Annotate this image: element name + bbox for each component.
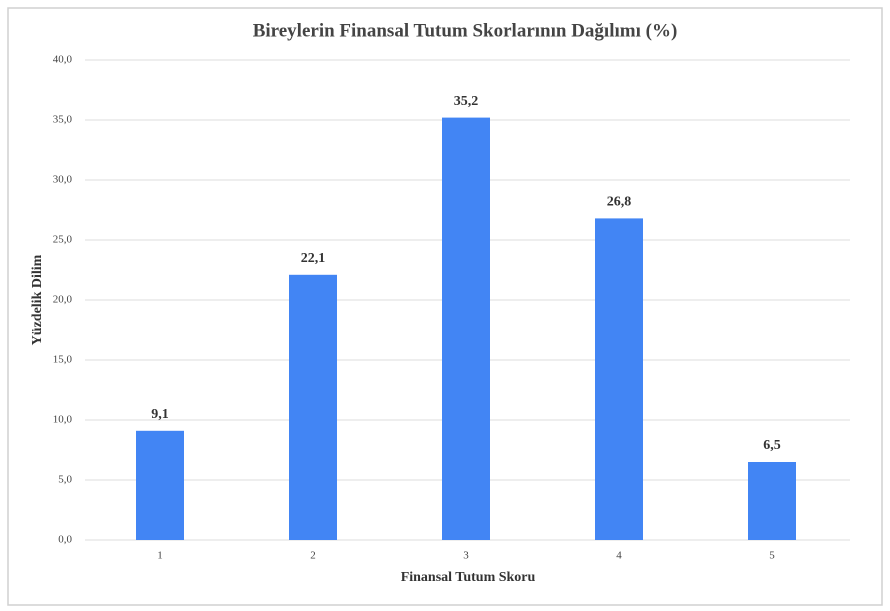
y-axis-label: Yüzdelik Dilim: [30, 254, 45, 345]
x-tick-label: 2: [310, 550, 316, 562]
data-label: 22,1: [301, 251, 326, 266]
y-tick-label: 40,0: [53, 54, 73, 66]
y-tick-label: 0,0: [58, 534, 72, 546]
bar: [748, 462, 796, 540]
data-label: 9,1: [151, 407, 169, 422]
data-label: 6,5: [763, 438, 781, 453]
y-tick-label: 35,0: [53, 114, 73, 126]
bar: [595, 218, 643, 540]
y-tick-label: 5,0: [58, 474, 72, 486]
y-tick-label: 30,0: [53, 174, 73, 186]
chart-title: Bireylerin Finansal Tutum Skorlarının Da…: [253, 20, 678, 41]
x-tick-label: 4: [616, 550, 622, 562]
data-label: 35,2: [454, 94, 479, 109]
bar: [442, 117, 490, 540]
x-tick-label: 3: [463, 550, 469, 562]
x-tick-label: 5: [769, 550, 775, 562]
y-tick-label: 25,0: [53, 234, 73, 246]
x-tick-label: 1: [157, 550, 163, 562]
y-tick-label: 10,0: [53, 414, 73, 426]
y-tick-label: 15,0: [53, 354, 73, 366]
y-tick-label: 20,0: [53, 294, 73, 306]
data-label: 26,8: [607, 195, 632, 210]
x-axis-label: Finansal Tutum Skoru: [401, 570, 536, 585]
bar: [136, 430, 184, 540]
bar: [289, 274, 337, 540]
